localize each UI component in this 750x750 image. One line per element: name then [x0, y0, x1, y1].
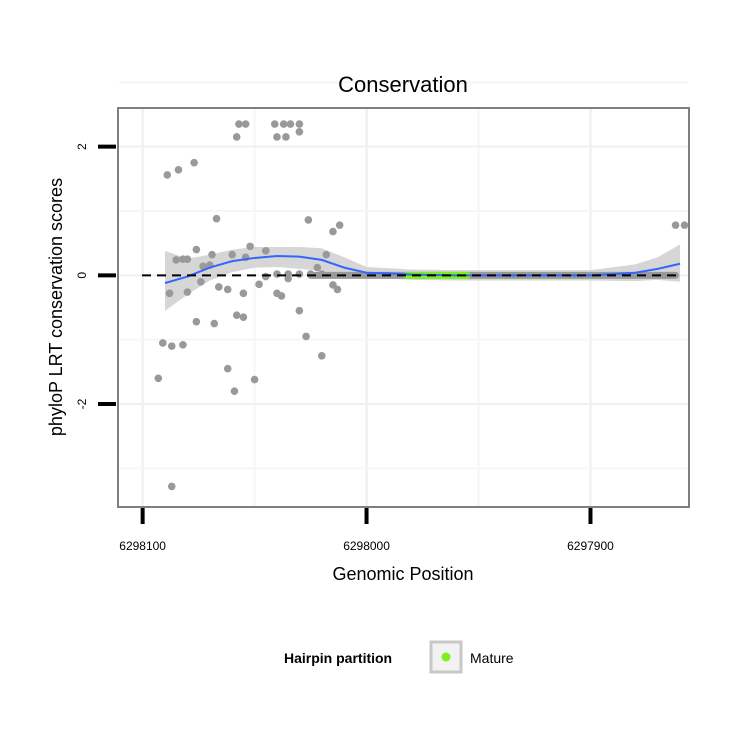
- data-point: [250, 375, 259, 384]
- y-tick-label: 0: [75, 272, 89, 279]
- data-point: [273, 270, 281, 278]
- data-point: [277, 292, 286, 300]
- data-point: [306, 270, 315, 278]
- data-point: [239, 313, 248, 321]
- data-point: [197, 277, 205, 286]
- data-point: [223, 285, 232, 294]
- data-point: [273, 133, 281, 141]
- data-point: [246, 242, 254, 251]
- data-point: [228, 250, 236, 259]
- y-tick-label: -2: [75, 398, 89, 409]
- x-axis-label: Genomic Position: [332, 564, 473, 584]
- data-point: [154, 374, 163, 383]
- data-point: [241, 120, 250, 128]
- data-point: [183, 288, 192, 296]
- data-point: [239, 289, 248, 298]
- data-point: [329, 227, 337, 236]
- data-point: [270, 120, 279, 128]
- x-tick-label: 6298100: [119, 539, 166, 553]
- data-point: [317, 351, 326, 360]
- data-point: [295, 270, 304, 278]
- data-point: [172, 256, 181, 264]
- data-point: [671, 221, 680, 229]
- y-axis-ticks: 2 0 -2: [75, 143, 116, 409]
- data-point: [230, 387, 239, 395]
- data-point: [183, 255, 192, 264]
- data-point: [255, 280, 263, 289]
- data-point: [192, 245, 201, 254]
- legend-title: Hairpin partition: [284, 650, 392, 666]
- data-point: [261, 272, 270, 281]
- x-axis-ticks: 6298100 6298000 6297900: [119, 508, 614, 553]
- legend: Hairpin partition Mature: [284, 640, 514, 674]
- data-point: [199, 262, 207, 271]
- data-point: [223, 364, 232, 373]
- smooth-line: [164, 255, 681, 285]
- data-point: [165, 289, 174, 298]
- data-point: [295, 128, 304, 136]
- data-point: [174, 165, 183, 174]
- plot-panel: [117, 107, 690, 508]
- data-point: [210, 319, 219, 328]
- data-point: [179, 341, 187, 349]
- data-point: [232, 311, 241, 320]
- data-point: [190, 158, 198, 167]
- data-point: [192, 317, 201, 326]
- points-layer: [154, 120, 689, 491]
- y-axis-label: phyloP LRT conservation scores: [46, 178, 66, 436]
- data-point: [322, 250, 331, 259]
- data-point: [212, 214, 221, 223]
- data-point: [167, 342, 176, 350]
- data-point: [261, 247, 270, 255]
- data-point: [279, 120, 288, 128]
- smooth-line-layer: [164, 255, 681, 285]
- data-point: [304, 216, 313, 224]
- data-point: [313, 263, 322, 272]
- data-point: [167, 482, 176, 491]
- chart-title: Conservation: [338, 72, 468, 97]
- data-point: [317, 270, 326, 278]
- data-point: [295, 120, 304, 128]
- data-point: [333, 285, 342, 294]
- data-point: [302, 332, 310, 341]
- data-point: [235, 120, 243, 128]
- legend-label-mature: Mature: [470, 650, 514, 666]
- data-point: [295, 306, 304, 315]
- data-point: [232, 133, 241, 141]
- data-point: [284, 270, 292, 278]
- x-tick-label: 6298000: [343, 539, 390, 553]
- y-tick-label: 2: [75, 143, 89, 150]
- data-point: [335, 221, 344, 229]
- data-point: [214, 283, 223, 291]
- data-point: [286, 120, 295, 128]
- x-tick-label: 6297900: [567, 539, 614, 553]
- data-point: [158, 339, 167, 347]
- data-point: [282, 133, 290, 141]
- data-point: [208, 250, 216, 259]
- data-point: [163, 171, 172, 179]
- legend-mature-dot: [441, 652, 451, 662]
- data-point: [680, 221, 689, 229]
